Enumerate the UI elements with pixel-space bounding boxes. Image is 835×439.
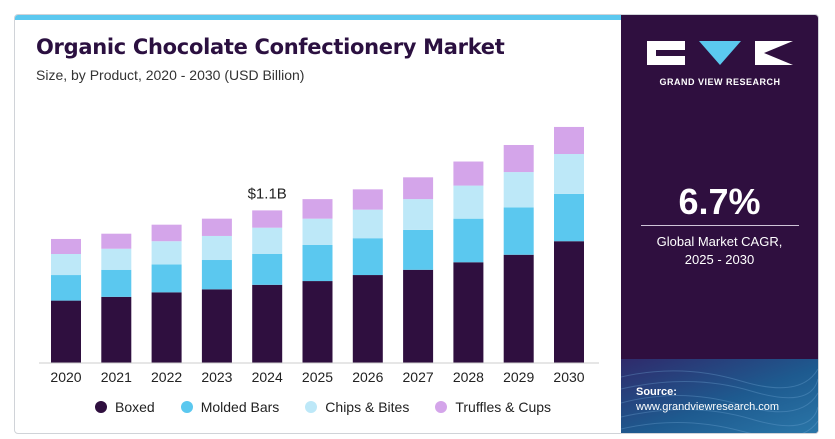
bar-2020-boxed: [51, 300, 81, 363]
brand-logo-mark: [647, 41, 793, 65]
x-tick-label-2030: 2030: [553, 369, 584, 385]
bar-2023-truffles-cups: [201, 218, 232, 236]
bar-2026-chips-bites: [352, 209, 383, 239]
bar-2020-chips-bites: [51, 253, 81, 276]
info-sidebar: GRAND VIEW RESEARCH 6.7% Global Market C…: [621, 15, 818, 433]
brand-logo: GRAND VIEW RESEARCH: [647, 37, 793, 99]
legend-swatch-chips-bites: [305, 401, 318, 413]
cagr-label-line-1: Global Market CAGR,: [656, 234, 783, 249]
bar-2027-boxed: [403, 269, 434, 363]
bar-2022-boxed: [151, 292, 182, 363]
bar-2030-boxed: [554, 241, 584, 363]
bar-2026-truffles-cups: [352, 189, 383, 210]
legend-item-chips-bites: Chips & Bites: [305, 399, 409, 415]
bar-2025-boxed: [302, 281, 333, 363]
legend-item-boxed: Boxed: [95, 399, 155, 415]
bar-2022-chips-bites: [151, 241, 182, 265]
bar-2027-chips-bites: [403, 199, 434, 230]
bar-2029-chips-bites: [503, 172, 534, 208]
bar-2026-molded-bars: [352, 238, 383, 276]
x-tick-label-2027: 2027: [403, 369, 434, 385]
chart-card: Organic Chocolate Confectionery Market S…: [14, 14, 819, 434]
cagr-label: Global Market CAGR, 2025 - 2030: [621, 233, 818, 269]
bar-2024-truffles-cups: [252, 210, 283, 228]
bar-annotation-2024: $1.1B: [248, 185, 287, 202]
legend-item-truffles-cups: Truffles & Cups: [435, 399, 551, 415]
bar-2028-chips-bites: [453, 185, 484, 219]
x-tick-label-2023: 2023: [201, 369, 232, 385]
x-tick-label-2028: 2028: [453, 369, 484, 385]
bar-2028-molded-bars: [453, 218, 484, 263]
bar-2023-chips-bites: [201, 235, 232, 261]
x-tick-label-2029: 2029: [503, 369, 534, 385]
bar-2029-truffles-cups: [503, 144, 534, 173]
legend-label-boxed: Boxed: [115, 399, 155, 415]
bar-2021-boxed: [101, 296, 132, 363]
bar-2023-molded-bars: [201, 260, 232, 290]
bar-2029-boxed: [503, 254, 534, 363]
source-label: Source:: [636, 386, 677, 398]
bar-2027-truffles-cups: [403, 177, 434, 200]
brand-name: GRAND VIEW RESEARCH: [659, 77, 781, 87]
accent-bar: [15, 15, 621, 20]
legend-label-molded-bars: Molded Bars: [200, 399, 280, 415]
x-tick-label-2026: 2026: [352, 369, 383, 385]
bar-2030-truffles-cups: [554, 126, 584, 155]
legend-swatch-boxed: [95, 401, 107, 413]
bar-2030-chips-bites: [554, 154, 584, 194]
legend-swatch-truffles-cups: [435, 401, 448, 413]
bar-2021-truffles-cups: [101, 233, 132, 249]
bar-2022-molded-bars: [151, 264, 182, 293]
source-box: Source: www.grandviewresearch.com: [621, 359, 818, 433]
bar-2022-truffles-cups: [151, 224, 182, 242]
bar-2021-chips-bites: [101, 248, 132, 270]
stacked-bar-chart: 2020 2021 2022 2023 2024 $1.1B 2025 2026 2027 202…: [39, 126, 599, 385]
chart-legend: Boxed Molded Bars Chips & Bites Truffles…: [95, 399, 551, 415]
x-tick-label-2022: 2022: [151, 369, 182, 385]
bar-2025-chips-bites: [302, 218, 333, 245]
source-link[interactable]: www.grandviewresearch.com: [636, 401, 780, 413]
legend-label-chips-bites: Chips & Bites: [325, 399, 410, 415]
bar-2024-chips-bites: [252, 227, 283, 254]
cagr-divider: [641, 225, 799, 226]
legend-item-molded-bars: Molded Bars: [180, 399, 280, 415]
bar-2023-boxed: [201, 289, 232, 363]
x-tick-label-2024: 2024: [252, 369, 283, 385]
legend-swatch-molded-bars: [180, 401, 193, 413]
bar-2029-molded-bars: [503, 207, 534, 255]
cagr-value: 6.7%: [678, 181, 761, 222]
chart-title: Organic Chocolate Confectionery Market: [36, 35, 505, 59]
bar-2026-boxed: [352, 275, 383, 363]
x-tick-label-2025: 2025: [302, 369, 333, 385]
bar-2030-molded-bars: [554, 193, 584, 242]
chart-subtitle: Size, by Product, 2020 - 2030 (USD Billi…: [36, 67, 305, 83]
bar-2020-molded-bars: [51, 275, 81, 301]
bar-2028-truffles-cups: [453, 161, 484, 186]
bar-2025-truffles-cups: [302, 199, 333, 219]
bar-2024-molded-bars: [252, 253, 283, 285]
bar-2028-boxed: [453, 262, 484, 363]
source-background-pattern: [621, 368, 818, 433]
bar-2025-molded-bars: [302, 244, 333, 282]
legend-label-truffles-cups: Truffles & Cups: [455, 399, 552, 415]
x-tick-label-2021: 2021: [101, 369, 132, 385]
bar-2020-truffles-cups: [51, 238, 81, 254]
cagr-label-line-2: 2025 - 2030: [684, 252, 755, 267]
bar-2024-boxed: [252, 284, 283, 363]
x-tick-label-2020: 2020: [50, 369, 81, 385]
bar-2027-molded-bars: [403, 229, 434, 270]
bar-2021-molded-bars: [101, 269, 132, 297]
